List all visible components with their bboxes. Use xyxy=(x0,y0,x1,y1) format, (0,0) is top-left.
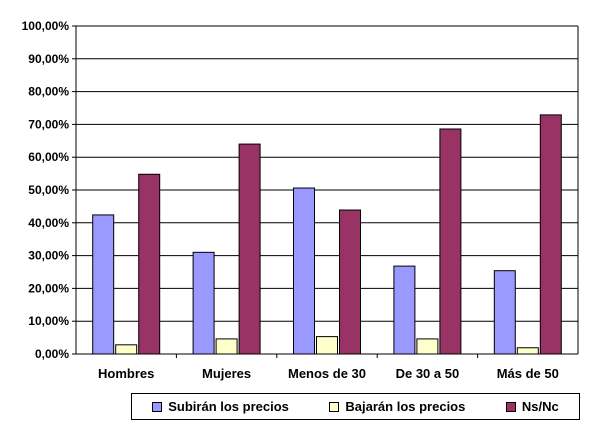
bar xyxy=(393,265,416,355)
bar xyxy=(516,347,539,355)
x-tick-label: Hombres xyxy=(98,366,154,381)
y-tick-label: 10,00% xyxy=(28,314,69,328)
legend-swatch-bajaran xyxy=(329,401,340,412)
legend-label-subiran: Subirán los precios xyxy=(168,399,289,414)
bar xyxy=(138,173,161,355)
legend-swatch-subiran xyxy=(152,401,163,412)
bar xyxy=(539,114,562,355)
bar xyxy=(439,128,462,355)
legend: Subirán los precios Bajarán los precios … xyxy=(131,393,580,420)
legend-label-nsnc: Ns/Nc xyxy=(521,399,559,414)
legend-item-subiran: Subirán los precios xyxy=(152,399,289,414)
bar xyxy=(192,251,215,355)
y-tick-label: 40,00% xyxy=(28,216,69,230)
legend-label-bajaran: Bajarán los precios xyxy=(345,399,466,414)
y-tick-label: 50,00% xyxy=(28,183,69,197)
x-tick-label: Menos de 30 xyxy=(288,366,366,381)
y-tick-label: 80,00% xyxy=(28,85,69,99)
bar xyxy=(493,270,516,355)
y-tick-label: 90,00% xyxy=(28,52,69,66)
y-tick-label: 100,00% xyxy=(22,19,70,33)
legend-swatch-nsnc xyxy=(505,401,516,412)
x-tick-label: De 30 a 50 xyxy=(396,366,460,381)
y-tick-label: 30,00% xyxy=(28,249,69,263)
bar xyxy=(238,143,261,355)
bar xyxy=(115,344,138,355)
y-tick-label: 60,00% xyxy=(28,150,69,164)
x-tick-label: Más de 50 xyxy=(497,366,559,381)
bar xyxy=(316,336,338,355)
bar xyxy=(293,187,315,355)
bar xyxy=(92,214,115,355)
legend-item-nsnc: Ns/Nc xyxy=(505,399,559,414)
bar xyxy=(339,209,361,355)
y-tick-label: 70,00% xyxy=(28,117,69,131)
legend-item-bajaran: Bajarán los precios xyxy=(329,399,465,414)
bar xyxy=(215,338,238,355)
y-tick-label: 0,00% xyxy=(35,347,69,361)
y-tick-label: 20,00% xyxy=(28,281,69,295)
bar xyxy=(416,338,439,355)
x-tick-label: Mujeres xyxy=(202,366,251,381)
